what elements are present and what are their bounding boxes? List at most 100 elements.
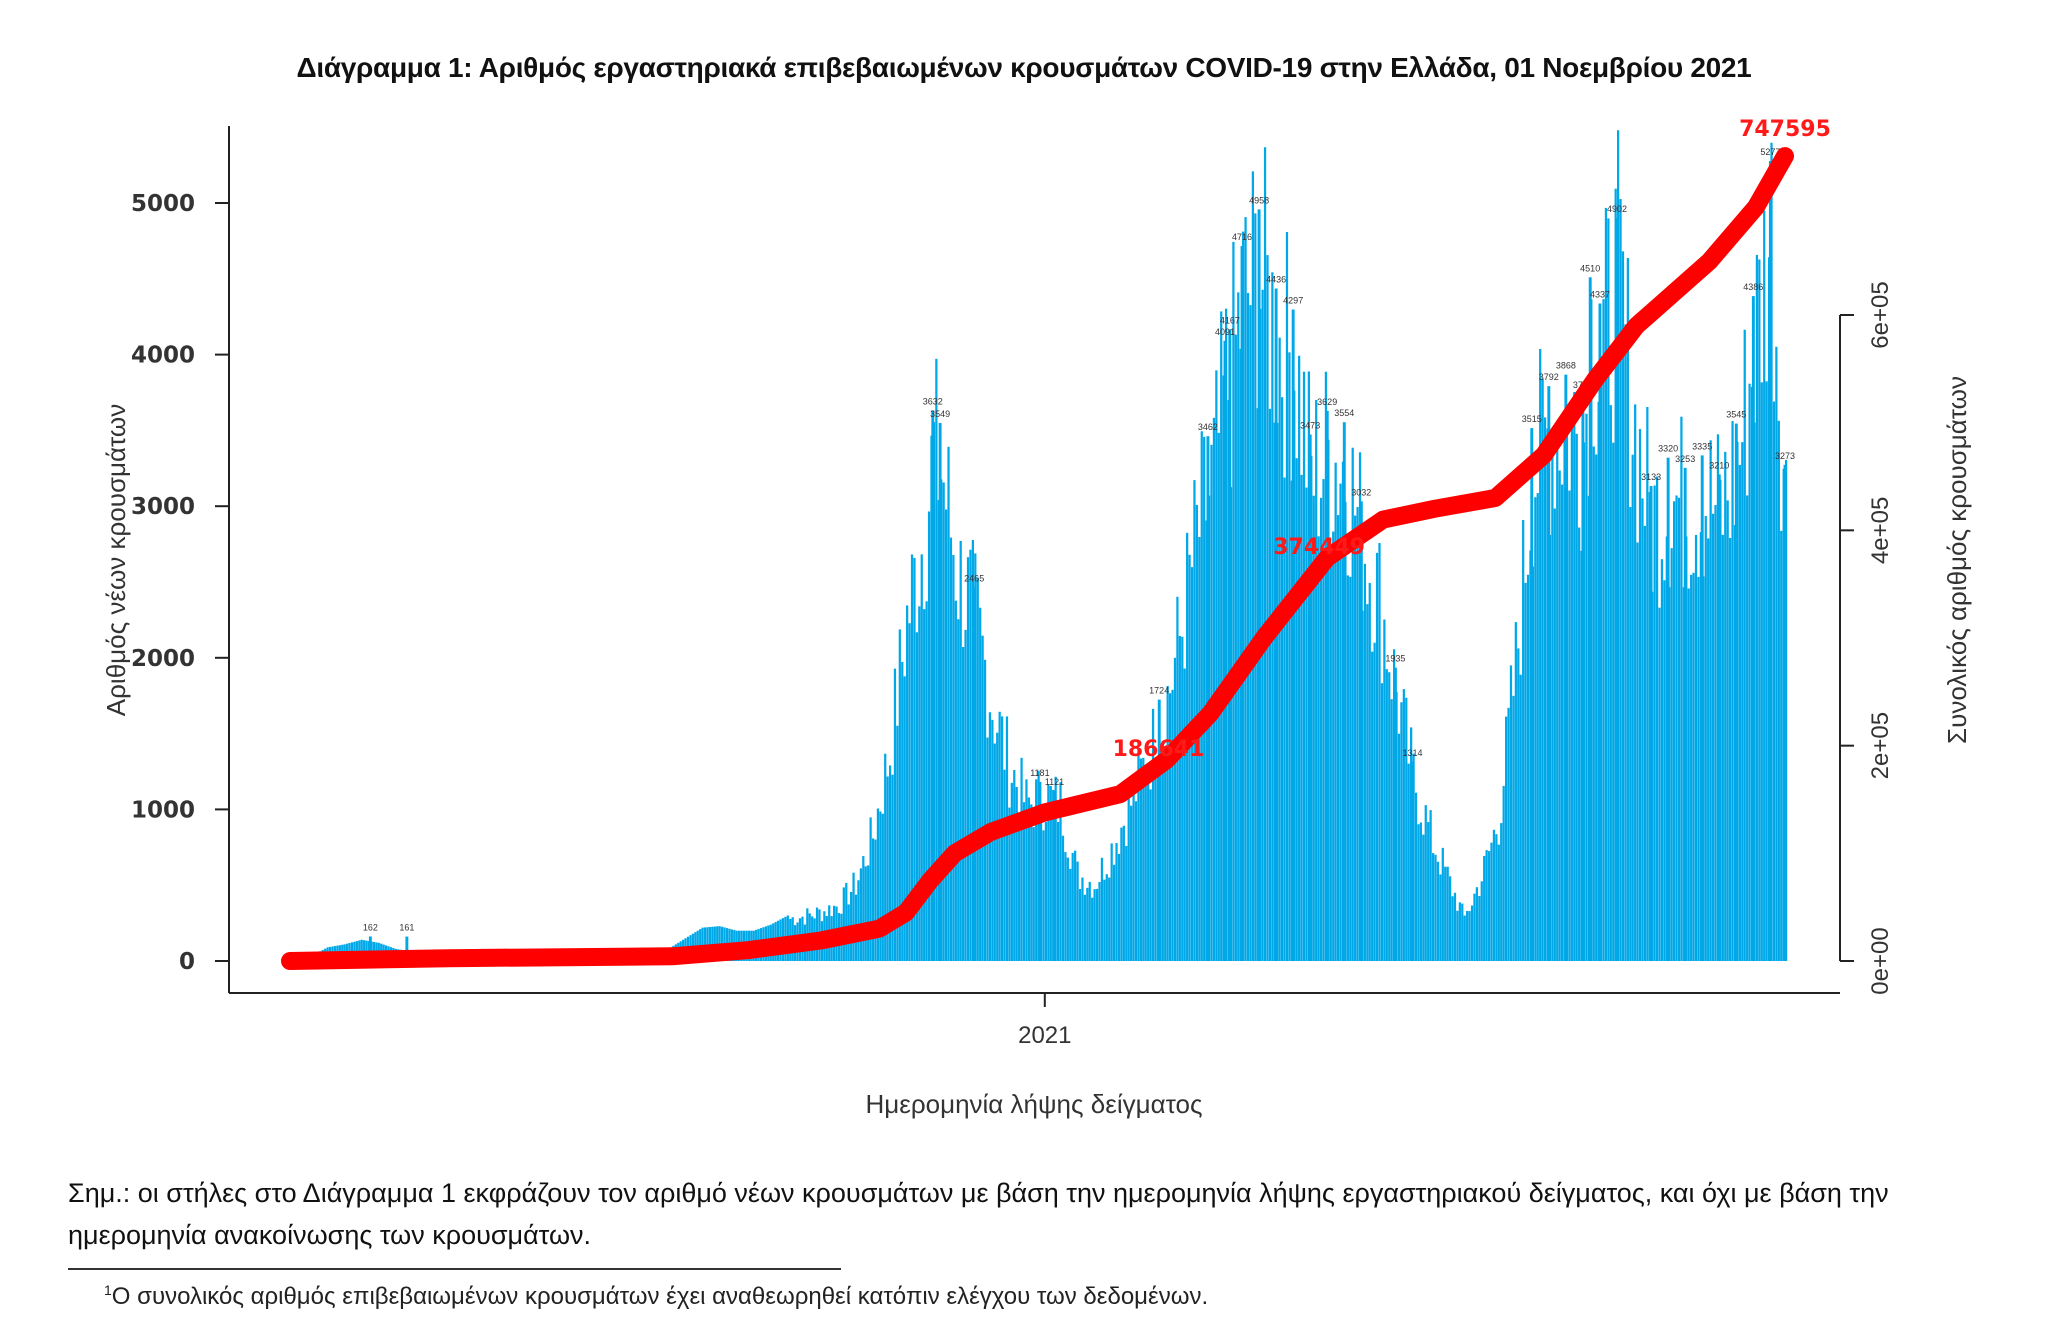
daily-bar [966,557,970,961]
bar-value-label: 4386 [1743,282,1763,292]
daily-bar [1417,824,1420,961]
daily-bar [1461,903,1464,961]
daily-bar [1500,823,1503,961]
daily-bar [1237,292,1240,962]
daily-bar [1010,782,1013,961]
daily-bar [1619,199,1622,962]
peak-bar [1342,422,1346,962]
daily-bar [1629,507,1632,961]
daily-bar [1468,911,1471,961]
daily-bar [713,926,716,961]
daily-bar [935,358,938,961]
daily-bar [957,619,960,961]
daily-bar [1595,454,1598,961]
peak-bar [1717,474,1721,961]
cumulative-line-layer [281,147,1794,970]
daily-bar [1748,383,1751,961]
daily-bar [893,668,897,961]
y-tick-label: 3000 [131,494,195,520]
daily-bar [1268,408,1272,962]
daily-bar [1000,716,1004,961]
daily-bar [947,446,950,961]
peak-bar [1157,699,1161,961]
peak-bar [972,587,976,961]
daily-bar [976,577,979,961]
bar-value-label: 4958 [1249,195,1269,205]
daily-bar [1363,563,1367,961]
bar-value-label: 4902 [1607,204,1627,214]
daily-bar [1475,887,1479,961]
daily-bar [1302,371,1306,961]
daily-bar [1127,792,1130,961]
daily-bar [886,776,889,961]
peak-bar [1206,436,1210,961]
daily-bar [1655,476,1659,961]
daily-bar [1694,534,1698,961]
daily-bar [1349,576,1352,961]
daily-bar [1035,779,1038,961]
daily-bar [1317,536,1320,961]
peak-bar [1053,791,1056,961]
daily-bar [1738,465,1741,961]
y-tick-label: 1000 [131,797,195,823]
daily-bar [358,940,361,961]
daily-bar [1015,786,1018,961]
daily-bar [1149,789,1152,961]
daily-bar [1458,902,1461,961]
daily-bar [1755,254,1759,961]
daily-bar [1069,868,1072,961]
daily-bar [1444,866,1447,961]
daily-bar [1251,171,1255,961]
daily-bar [1030,804,1033,961]
daily-bar [1154,778,1157,961]
daily-bar [1485,850,1488,961]
daily-bar [1044,822,1048,961]
daily-bar [1427,822,1430,961]
daily-bar [1125,846,1128,961]
daily-bar [1332,531,1335,961]
daily-bar [969,549,972,961]
daily-bar [896,725,899,961]
daily-bar [1371,651,1374,961]
daily-bar [1524,582,1527,961]
daily-bar [1334,462,1337,961]
daily-bar [711,926,714,961]
bar-value-label: 4436 [1266,275,1286,285]
daily-bar [1066,857,1069,961]
daily-bar [1356,507,1359,961]
daily-bar [1083,894,1086,961]
daily-bar [1215,370,1218,961]
daily-bar [1078,889,1082,961]
daily-bar [1203,436,1206,961]
daily-bar [1108,877,1111,961]
daily-bar [1714,505,1717,961]
bar-value-label: 3210 [1709,460,1729,470]
daily-bar [871,838,875,961]
daily-bar [1081,877,1084,961]
daily-bar [923,609,926,961]
bar-value-label: 4510 [1580,263,1600,273]
peak-bar [405,936,409,961]
daily-bar [1431,853,1435,961]
daily-bar [1585,413,1588,962]
daily-bar [703,927,707,961]
daily-bar [1636,542,1639,961]
daily-bar [954,600,957,961]
cumulative-annotation: 747595 [1739,117,1831,142]
bar-value-label: 1121 [1045,777,1064,787]
daily-bar [1173,657,1177,961]
y-tick-label: 5000 [131,191,195,217]
daily-bar [1690,574,1693,961]
daily-bar [864,866,867,961]
daily-bar [1441,847,1444,961]
peak-bar [1588,277,1592,961]
daily-bar [1368,582,1371,961]
daily-bar [920,554,923,961]
daily-bar [876,808,880,961]
daily-bar [1502,785,1505,961]
daily-bar [1397,733,1401,961]
daily-bar [1677,497,1681,961]
daily-bar [1517,648,1520,961]
daily-bar [1704,515,1707,961]
daily-bar [1093,889,1096,961]
